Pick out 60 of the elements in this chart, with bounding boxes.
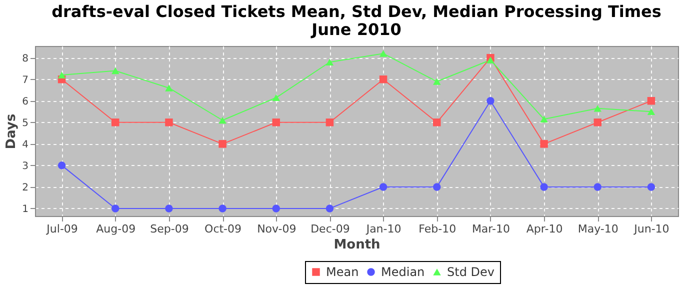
point <box>272 94 280 101</box>
y-tick-label: 8 <box>22 53 28 64</box>
y-tick-label: 1 <box>22 204 28 215</box>
point <box>379 75 388 84</box>
x-tick-label: Nov-09 <box>257 222 296 236</box>
x-tick-label: Jul-09 <box>46 222 78 236</box>
point <box>58 162 66 170</box>
point <box>165 204 173 212</box>
point <box>433 78 441 85</box>
x-tick-label: Aug-09 <box>96 222 136 236</box>
y-tick-label: 6 <box>22 96 28 108</box>
legend-label: Median <box>381 265 425 279</box>
point <box>112 67 120 74</box>
x-tick-label: May-10 <box>578 222 618 236</box>
point <box>218 140 226 148</box>
point <box>594 105 602 112</box>
x-tick-label: Apr-10 <box>526 222 563 236</box>
point <box>647 97 656 105</box>
point <box>272 204 280 212</box>
y-tick-label: 4 <box>22 139 28 150</box>
point <box>379 183 388 191</box>
chart-title: drafts-eval Closed Tickets Mean, Std Dev, Median Processing Times June 2010 <box>52 2 662 39</box>
point <box>486 56 494 64</box>
point <box>165 84 173 92</box>
point <box>379 50 388 57</box>
x-tick-label: Oct-09 <box>204 222 242 236</box>
x-tick-label: Jan-10 <box>365 222 402 236</box>
legend-label: Mean <box>326 265 359 279</box>
point <box>594 183 602 191</box>
point <box>218 116 226 124</box>
y-tick-label: 5 <box>22 118 28 129</box>
point <box>486 97 494 105</box>
point <box>540 140 548 148</box>
point <box>647 183 656 191</box>
x-axis-title: Month <box>334 238 380 252</box>
point <box>112 118 120 126</box>
point <box>647 108 656 115</box>
point <box>433 118 441 126</box>
x-tick-label: Sep-09 <box>150 222 189 236</box>
point <box>594 118 602 126</box>
y-tick-label: 2 <box>22 182 28 194</box>
x-tick-label: Jun-10 <box>633 222 670 236</box>
point <box>218 204 226 212</box>
y-tick-label: 3 <box>22 160 28 172</box>
point <box>326 118 334 126</box>
point <box>112 204 120 212</box>
point <box>326 204 334 212</box>
point <box>58 72 66 78</box>
point <box>433 183 441 191</box>
point <box>540 116 548 123</box>
y-tick-label: 7 <box>22 74 28 86</box>
point <box>272 118 280 126</box>
point <box>165 118 173 126</box>
x-tick-label: Dec-09 <box>310 222 350 236</box>
y-axis-title: Days <box>4 114 20 150</box>
x-tick-label: Feb-10 <box>418 222 456 236</box>
x-tick-label: Mar-10 <box>472 222 510 236</box>
point <box>540 183 548 191</box>
legend-label: Std Dev <box>447 265 494 279</box>
point <box>326 58 334 66</box>
